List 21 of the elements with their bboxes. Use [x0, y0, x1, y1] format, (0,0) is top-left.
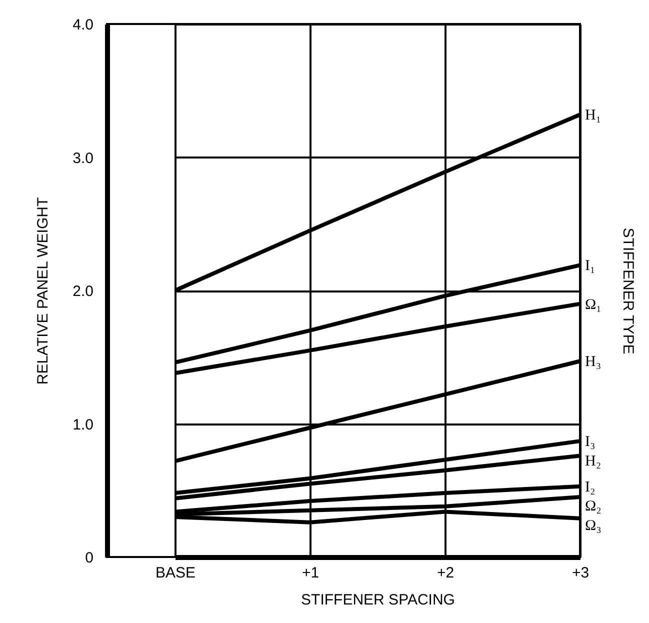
x-tick-label: BASE [156, 564, 196, 582]
series-label: Ω₃ [585, 518, 602, 534]
series-label: Ω₂ [585, 498, 602, 515]
y-tick-label: 4.0 [72, 16, 94, 34]
y-axis-title: RELATIVE PANEL WEIGHT [34, 197, 52, 385]
series-label: I₂ [585, 479, 596, 496]
x-tick-label: +3 [572, 564, 590, 582]
y-tick-label: 0 [85, 550, 94, 566]
legend-title: STIFFENER TYPE [620, 228, 636, 354]
series-label: I₃ [585, 434, 596, 450]
series-label: H₂ [585, 453, 602, 470]
y-tick-label: 3.0 [72, 150, 94, 167]
x-tick-label: +2 [436, 564, 454, 582]
series-label: H₁ [585, 108, 602, 124]
x-tick-label: +1 [302, 564, 320, 582]
y-tick-label: 1.0 [72, 416, 94, 434]
y-tick-label: 2.0 [72, 283, 94, 300]
series-label: H₃ [585, 354, 602, 370]
series-label: I₁ [585, 258, 596, 274]
x-axis-title: STIFFENER SPACING [301, 592, 455, 608]
series-label: Ω₁ [585, 296, 602, 313]
